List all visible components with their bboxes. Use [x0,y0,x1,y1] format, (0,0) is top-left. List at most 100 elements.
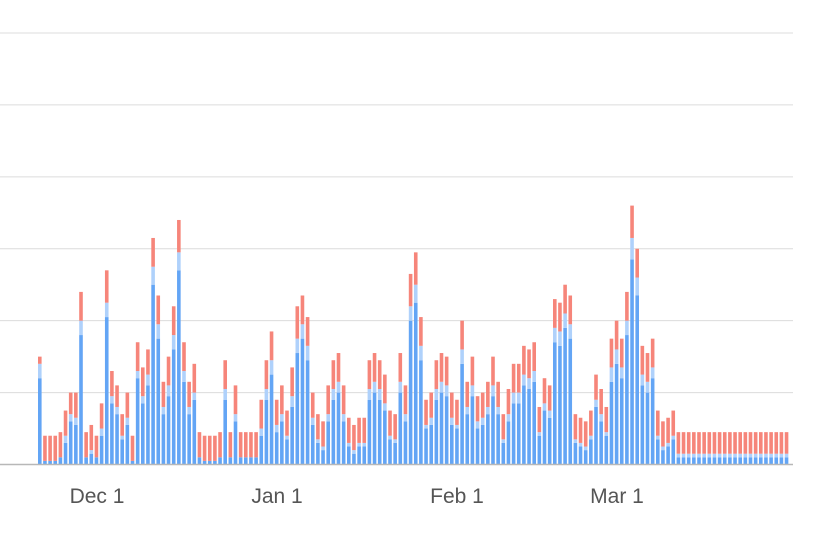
stacked-bar [372,353,377,465]
bar-segment-top [171,306,176,336]
bar-segment-middle [259,428,264,436]
bar-segment-middle [553,327,557,343]
bar-segment-middle [692,453,696,458]
bar-segment-bottom [583,450,588,465]
bar-segment-top [336,353,341,382]
bar-segment-middle [527,378,531,389]
stacked-bar [501,414,506,465]
stacked-bar [393,414,397,465]
bar-segment-bottom [419,360,423,465]
stacked-bar [362,417,367,465]
bar-segment-bottom [614,363,619,465]
bar-segment-top [609,338,614,368]
bar-segment-bottom [563,327,567,465]
bar-segment-middle [486,406,490,415]
stacked-bar [635,248,639,465]
bar-segment-top [43,435,47,461]
bar-segment-top [326,385,330,415]
stacked-bar [290,367,294,465]
stacked-bar [336,353,341,465]
bar-segment-bottom [630,259,634,465]
stacked-bar [748,432,753,465]
bar-segment-bottom [156,338,161,465]
bar-segment-top [450,392,454,418]
bar-segment-middle [161,406,166,415]
bar-segment-top [707,432,712,454]
bar-segment-top [228,432,233,458]
bar-segment-middle [89,450,94,454]
x-tick-label-feb: Feb 1 [430,485,484,508]
bar-segment-bottom [280,421,284,465]
bar-segment-middle [671,435,676,440]
bar-segment-middle [383,403,387,411]
stacked-bar [594,374,598,465]
bar-segment-bottom [604,435,609,465]
bar-segment-bottom [671,439,676,465]
stacked-bar [403,385,408,465]
bar-segment-top [99,403,104,429]
bar-segment-middle [609,367,614,382]
bar-segment-middle [316,439,320,443]
bar-segment-bottom [645,392,650,465]
bar-segment-top [635,248,639,278]
bar-segment-middle [419,345,423,361]
bar-segment-bottom [764,457,768,465]
bar-segment-top [671,410,676,436]
x-axis-ticks: Dec 1 Jan 1 Feb 1 Mar 1 [70,485,644,508]
bar-segment-top [115,385,119,407]
bar-segment-middle [764,453,768,458]
stacked-bar [408,273,413,465]
bar-segment-middle [563,313,567,328]
bar-segment-middle [367,388,372,400]
bar-segment-middle [310,417,315,425]
bar-segment-top [784,432,789,454]
stacked-bar [434,360,439,465]
bar-segment-middle [568,324,573,339]
bar-segment-top [496,381,500,407]
bar-segment-bottom [408,320,413,465]
stacked-bar [506,388,511,465]
bar-segment-top [686,432,691,454]
bar-segment-middle [120,435,124,440]
bar-segment-top [455,399,459,425]
bar-segment-bottom [707,457,712,465]
bar-segment-middle [496,406,500,415]
bar-segment-bottom [207,460,212,465]
bar-segment-middle [171,335,176,350]
bar-segment-top [630,205,634,238]
stacked-bar [578,417,583,465]
stacked-bar [455,399,459,465]
bar-segment-top [722,432,727,454]
bar-segment-top [372,353,377,382]
bar-segment-bottom [619,378,624,465]
bar-segment-bottom [120,439,124,465]
stacked-bar [480,392,485,465]
bar-segment-middle [347,442,351,447]
bar-segment-middle [573,439,578,443]
bar-segment-top [274,399,279,425]
bar-segment-middle [733,453,737,458]
bar-segment-middle [656,435,660,440]
bar-segment-middle [115,406,119,415]
bar-segment-middle [135,371,140,379]
bar-segment-bottom [491,396,495,465]
stacked-bar [537,406,542,465]
bar-segment-middle [110,396,114,404]
gridlines [0,32,793,394]
bar-segment-bottom [398,392,403,465]
bar-segment-bottom [130,460,135,465]
stacked-bar [377,360,382,465]
bar-segment-middle [542,403,547,411]
bar-segment-top [676,432,681,454]
bar-segment-top [542,378,547,404]
bar-segment-top [310,392,315,418]
bar-segment-top [280,385,284,415]
stacked-bar [269,331,274,465]
bar-segment-middle [388,435,392,440]
bar-segment-bottom [506,421,511,465]
bar-segment-middle [625,320,629,336]
bar-segment-bottom [496,414,500,465]
bar-segment-bottom [413,302,418,465]
bar-segment-middle [722,453,727,458]
bar-segment-middle [583,446,588,451]
